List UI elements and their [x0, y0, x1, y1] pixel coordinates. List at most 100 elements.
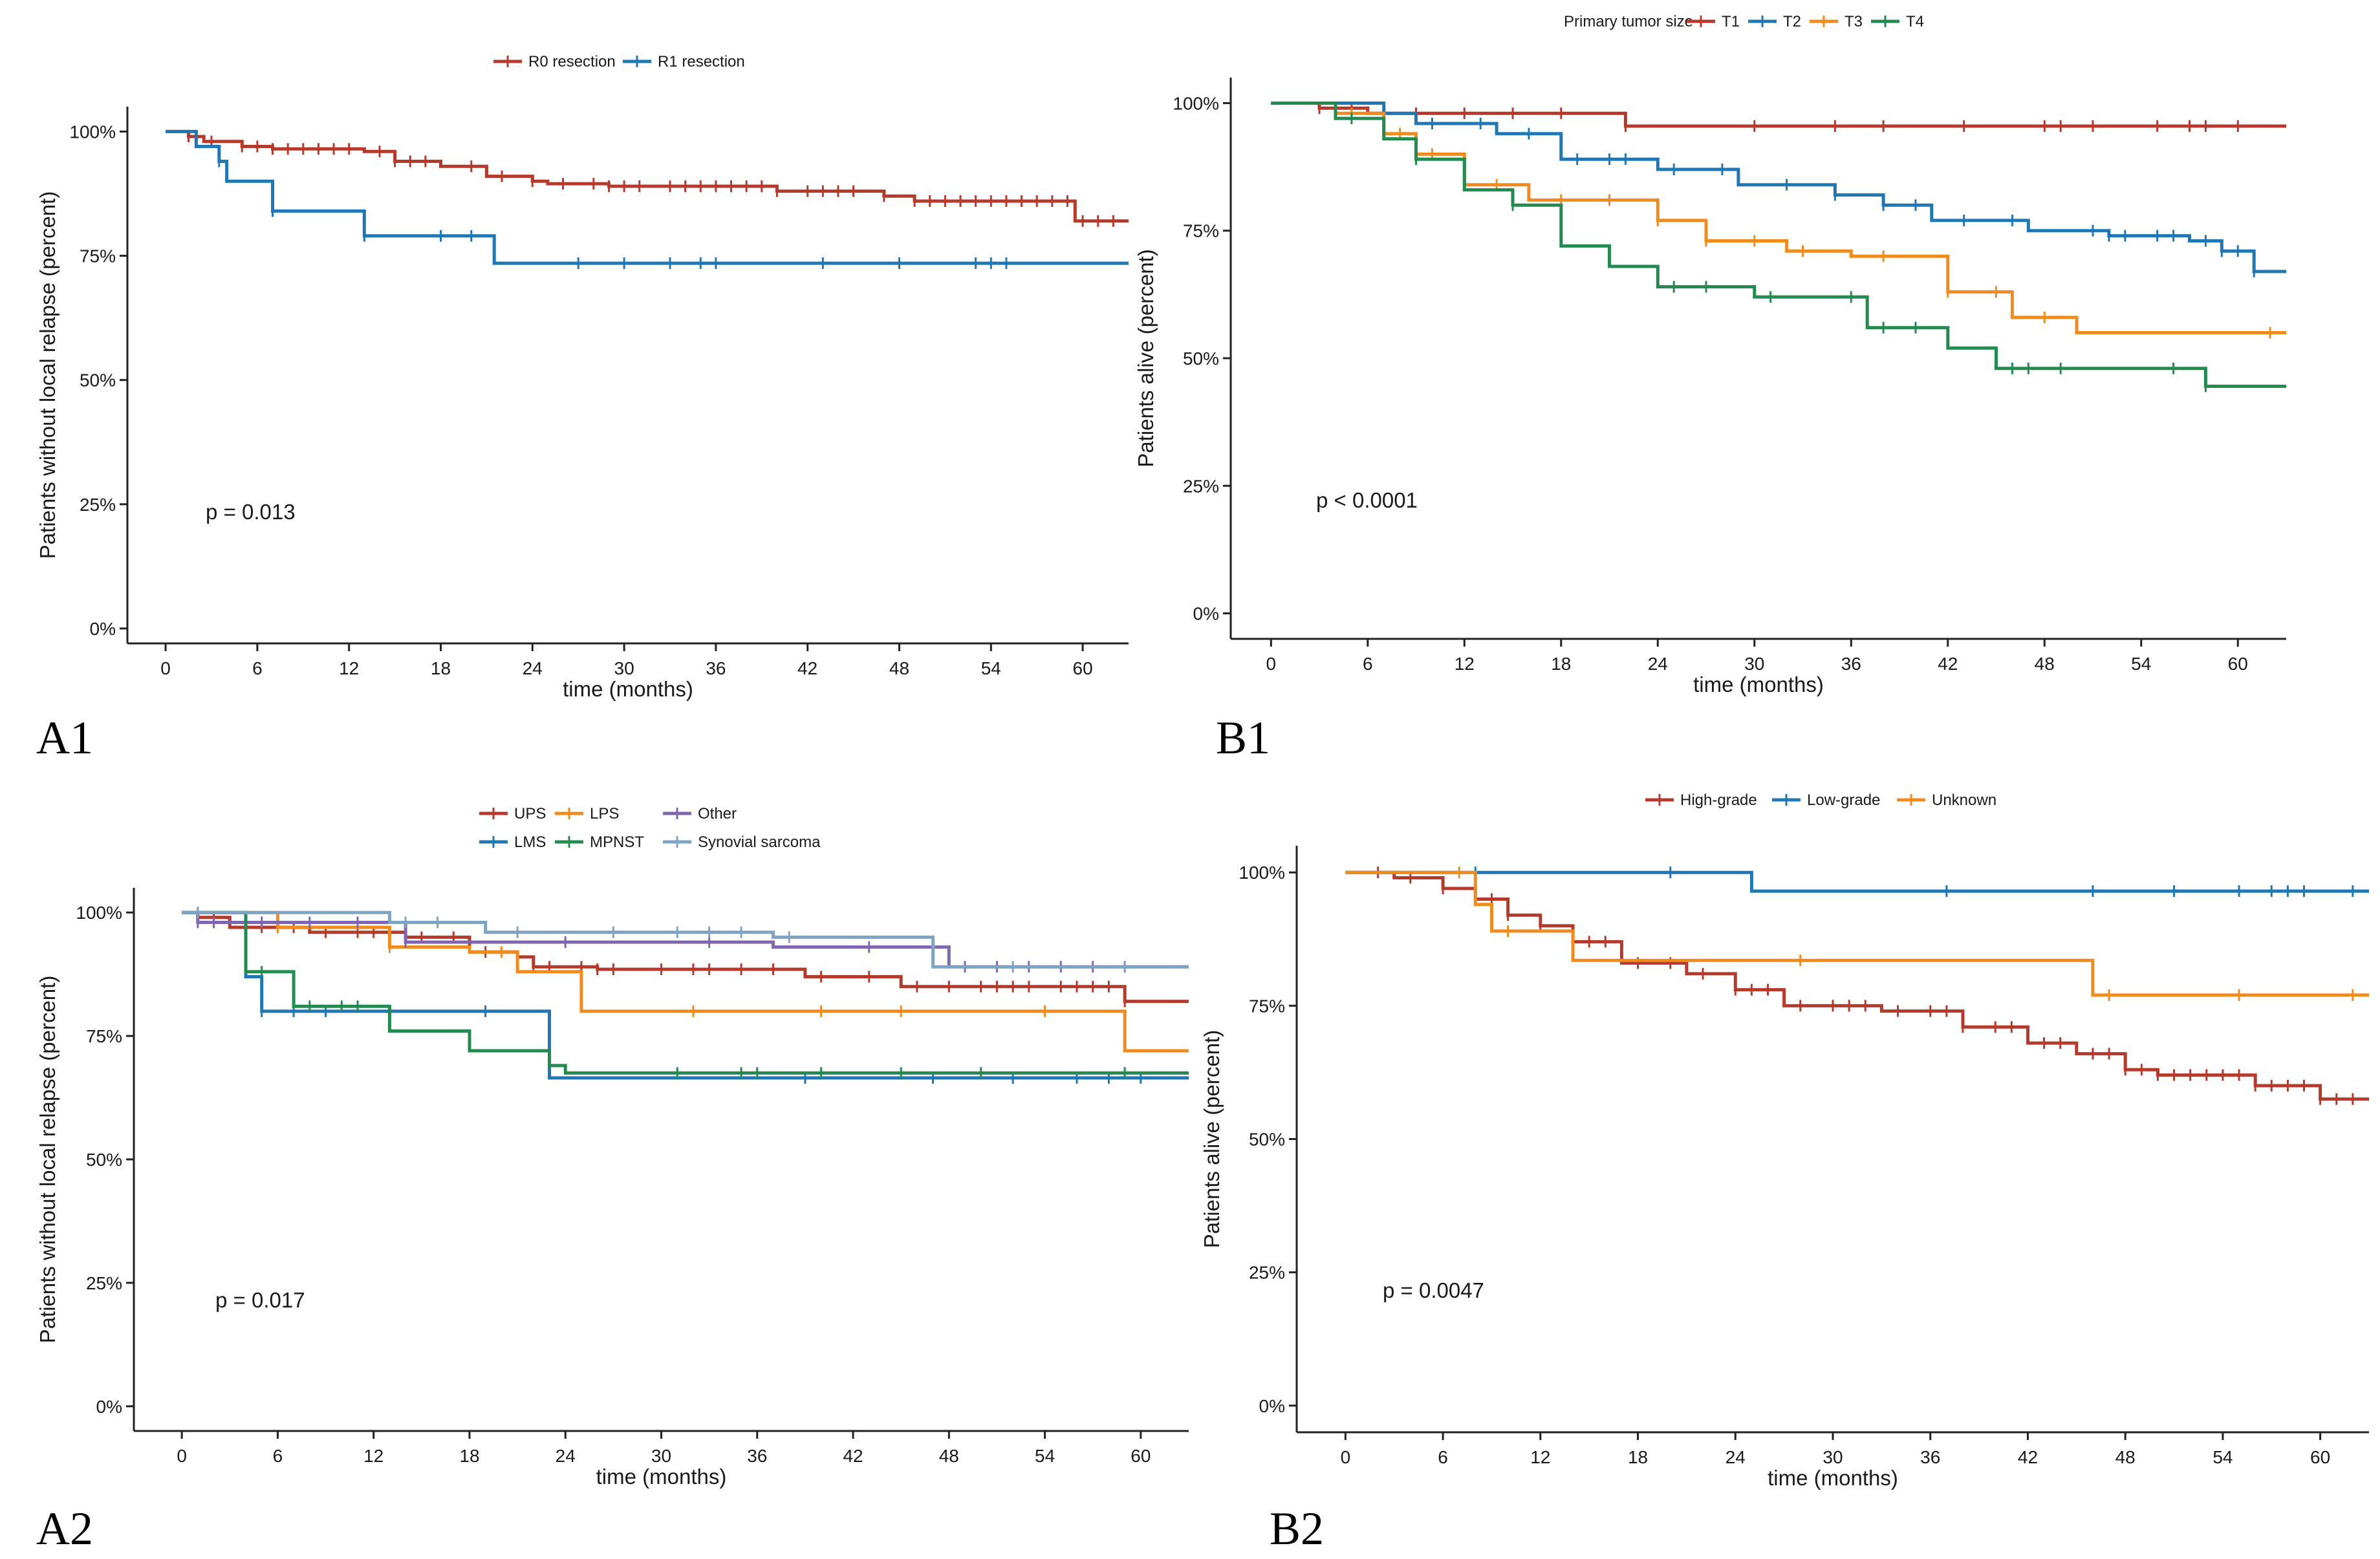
- p-value-label: p = 0.013: [206, 500, 296, 524]
- x-tick-label: 30: [614, 658, 634, 678]
- series-mpnst-curve: [182, 910, 1189, 1075]
- x-axis-title: time (months): [563, 677, 693, 701]
- legend-label: High-grade: [1680, 791, 1757, 809]
- series-t2: [1271, 102, 2286, 277]
- x-tick-label: 0: [160, 658, 171, 678]
- legend-item-lms: LMS: [479, 833, 546, 851]
- legend: High-grade Low-grade Unknown: [1645, 791, 1996, 809]
- legend-item-low-grade: Low-grade: [1772, 791, 1880, 809]
- x-tick-label: 18: [459, 1446, 479, 1466]
- legend-label: T4: [1906, 13, 1924, 30]
- x-tick-label: 30: [1744, 654, 1764, 674]
- x-tick-label: 60: [1130, 1446, 1151, 1466]
- legend-item-synovial-sarcoma: Synovial sarcoma: [663, 833, 821, 851]
- x-tick-label: 18: [1551, 654, 1571, 674]
- legend-label: MPNST: [590, 833, 644, 851]
- series-high-grade: [1345, 866, 2369, 1105]
- legend-label: R0 resection: [528, 53, 616, 70]
- p-value-label: p = 0.017: [215, 1288, 305, 1312]
- x-tick-label: 24: [523, 658, 543, 678]
- x-axis-title: time (months): [1693, 672, 1824, 696]
- x-tick-label: 24: [556, 1446, 576, 1466]
- x-tick-label: 12: [339, 658, 359, 678]
- y-tick-label: 0%: [1193, 604, 1219, 624]
- series-low-grade: [1345, 866, 2369, 898]
- y-tick-label: 25%: [80, 495, 116, 515]
- y-tick-label: 50%: [86, 1150, 122, 1170]
- y-tick-label: 75%: [86, 1026, 122, 1046]
- legend-item-t1: T1: [1687, 13, 1740, 30]
- y-tick-label: 25%: [1183, 476, 1219, 496]
- series-t2-curve: [1271, 102, 2286, 274]
- x-tick-label: 12: [1530, 1447, 1550, 1467]
- legend-label: R1 resection: [658, 53, 745, 70]
- x-tick-label: 36: [1841, 654, 1861, 674]
- panel-a1: 0 6 12 18 24 30 36 42 48 54 60 0% 25% 50% 75% 100% time …: [36, 53, 1129, 764]
- x-axis-title: time (months): [596, 1465, 727, 1489]
- x-tick-label: 54: [2212, 1447, 2233, 1467]
- legend-item-r0-resection: R0 resection: [493, 53, 616, 70]
- legend-item-t3: T3: [1810, 13, 1863, 30]
- legend-label: Unknown: [1932, 791, 1996, 809]
- x-tick-label: 30: [651, 1446, 671, 1466]
- y-tick-label: 75%: [80, 246, 116, 266]
- x-tick-label: 0: [177, 1446, 187, 1466]
- legend: UPS LPS Other LMS MPNST Synovial sarcoma: [479, 805, 821, 851]
- x-tick-label: 48: [889, 658, 909, 678]
- y-tick-label: 25%: [86, 1273, 122, 1293]
- series-unknown: [1345, 866, 2369, 1001]
- x-tick-label: 42: [843, 1446, 863, 1466]
- panel-label: A2: [36, 1503, 93, 1554]
- x-tick-label: 18: [431, 658, 451, 678]
- legend-label: T3: [1844, 13, 1863, 30]
- series-mpnst: [182, 910, 1189, 1079]
- legend-item-r1-resection: R1 resection: [623, 53, 745, 70]
- series-unknown-curve: [1345, 870, 2369, 997]
- legend-label: T2: [1783, 13, 1801, 30]
- legend-item-ups: UPS: [479, 805, 546, 823]
- x-tick-label: 24: [1726, 1447, 1746, 1467]
- x-tick-label: 48: [2035, 654, 2055, 674]
- y-tick-label: 100%: [76, 903, 122, 923]
- legend: R0 resection R1 resection: [493, 53, 745, 70]
- series-t3-curve: [1271, 102, 2286, 334]
- legend-item-other: Other: [663, 805, 737, 823]
- p-value-label: p < 0.0001: [1316, 488, 1418, 512]
- panel-label: B1: [1216, 712, 1270, 764]
- x-tick-label: 6: [273, 1446, 283, 1466]
- panel-b1: 0 6 12 18 24 30 36 42 48 54 60 0% 25% 50% 75% 100% time …: [1134, 13, 2286, 764]
- y-tick-label: 100%: [1239, 863, 1285, 883]
- x-tick-label: 0: [1341, 1447, 1351, 1467]
- series-t4: [1271, 102, 2286, 392]
- series-r1-resection: [166, 129, 1129, 270]
- series-r1-resection-curve: [166, 129, 1129, 265]
- y-tick-label: 100%: [1173, 93, 1219, 113]
- panel-label: B2: [1270, 1503, 1324, 1554]
- legend-item-unknown: Unknown: [1897, 791, 1996, 809]
- x-tick-label: 54: [981, 658, 1001, 678]
- x-tick-label: 60: [2310, 1447, 2330, 1467]
- legend-label: UPS: [514, 805, 546, 823]
- panel-a2: 0 6 12 18 24 30 36 42 48 54 60 0% 25% 50% 75% 100% time …: [36, 805, 1189, 1554]
- x-tick-label: 36: [1920, 1447, 1940, 1467]
- x-tick-label: 24: [1648, 654, 1668, 674]
- legend: Primary tumor size T1 T2 T3 T4: [1564, 13, 1924, 30]
- legend-item-t2: T2: [1748, 13, 1801, 30]
- series-lps-curve: [182, 910, 1189, 1053]
- y-axis-title: Patients alive (percent): [1200, 1030, 1224, 1249]
- x-axis-title: time (months): [1768, 1466, 1898, 1490]
- legend-label: Low-grade: [1807, 791, 1880, 809]
- series-synovial-sarcoma-curve: [182, 910, 1189, 969]
- x-tick-label: 6: [252, 658, 263, 678]
- x-tick-label: 36: [747, 1446, 767, 1466]
- y-tick-label: 0%: [1259, 1396, 1285, 1416]
- y-tick-label: 0%: [90, 619, 116, 639]
- x-tick-label: 36: [706, 658, 726, 678]
- x-tick-label: 48: [2115, 1447, 2136, 1467]
- y-axis-title: Patients alive (percent): [1134, 249, 1158, 468]
- x-tick-label: 42: [797, 658, 817, 678]
- legend-title: Primary tumor size: [1564, 13, 1693, 30]
- x-tick-label: 60: [2228, 654, 2248, 674]
- y-tick-label: 50%: [80, 371, 116, 391]
- x-tick-label: 6: [1438, 1447, 1448, 1467]
